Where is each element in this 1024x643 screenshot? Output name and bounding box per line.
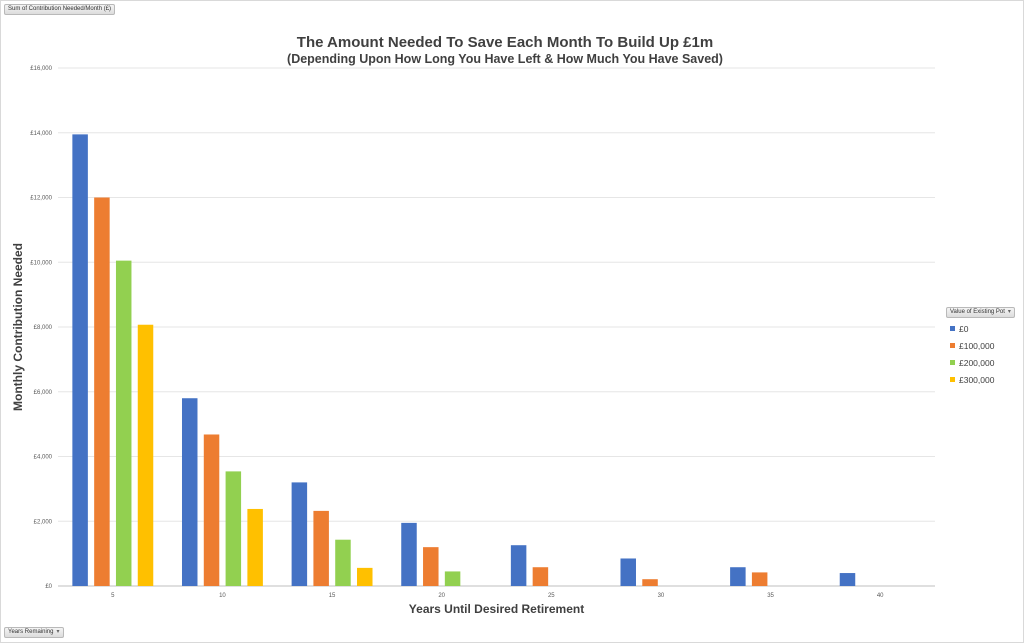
bar: [115, 260, 132, 586]
legend-item: £300,000: [950, 371, 994, 388]
bar: [642, 579, 658, 586]
y-tick-label: £4,000: [34, 455, 53, 461]
y-tick-label: £0: [45, 584, 52, 590]
x-tick-label: 10: [219, 593, 226, 599]
bar: [247, 508, 263, 586]
bar: [751, 572, 768, 586]
bar: [510, 545, 527, 586]
y-tick-label: £8,000: [34, 325, 53, 331]
x-axis-title: Years Until Desired Retirement: [409, 602, 584, 616]
chart-title: The Amount Needed To Save Each Month To …: [296, 34, 714, 51]
bar: [357, 567, 373, 586]
legend-swatch: [950, 343, 955, 348]
bar: [401, 522, 417, 586]
legend-swatch: [950, 360, 955, 365]
axis-field-button[interactable]: Years Remaining ▾: [4, 627, 64, 638]
axis-field-label: Years Remaining: [8, 629, 54, 635]
dropdown-arrow-icon[interactable]: ▾: [1007, 309, 1011, 315]
legend-field-button[interactable]: Value of Existing Pot ▾: [946, 307, 1015, 318]
bar: [532, 567, 549, 586]
bar: [335, 539, 351, 586]
y-tick-label: £6,000: [34, 390, 53, 396]
chart-legend: £0 £100,000 £200,000 £300,000: [950, 320, 994, 388]
legend-item: £0: [950, 320, 994, 337]
legend-label: £300,000: [959, 374, 995, 385]
bar: [313, 510, 329, 586]
y-tick-label: £12,000: [30, 196, 52, 202]
x-tick-label: 20: [438, 593, 445, 599]
y-axis-title: Monthly Contribution Needed: [11, 243, 25, 411]
legend-field-label: Value of Existing Pot: [950, 309, 1005, 315]
bar: [839, 573, 856, 586]
bar: [203, 434, 220, 586]
x-tick-label: 5: [111, 593, 115, 599]
x-tick-label: 35: [767, 593, 774, 599]
x-tick-label: 40: [877, 593, 884, 599]
y-tick-label: £10,000: [30, 260, 52, 266]
y-tick-label: £2,000: [34, 519, 53, 525]
chart-subtitle: (Depending Upon How Long You Have Left &…: [287, 52, 723, 66]
bar: [137, 324, 154, 586]
bar: [72, 134, 88, 586]
bar: [730, 567, 746, 586]
bar: [423, 547, 439, 586]
bar: [181, 398, 198, 586]
legend-item: £100,000: [950, 337, 994, 354]
x-tick-label: 30: [658, 593, 665, 599]
data-field-button[interactable]: Sum of Contribution Needed/Month (£): [4, 4, 116, 15]
legend-label: £100,000: [959, 340, 995, 351]
legend-swatch: [950, 377, 955, 382]
bar: [225, 471, 242, 586]
data-field-label: Sum of Contribution Needed/Month (£): [8, 6, 112, 12]
legend-label: £0: [959, 323, 969, 334]
x-tick-label: 25: [548, 593, 555, 599]
bar: [291, 482, 308, 586]
x-tick-label: 15: [329, 593, 336, 599]
legend-swatch: [950, 326, 955, 331]
bar: [444, 571, 461, 586]
legend-item: £200,000: [950, 354, 994, 371]
y-tick-label: £16,000: [30, 66, 52, 72]
y-tick-label: £14,000: [30, 131, 52, 137]
bar: [620, 558, 636, 586]
dropdown-arrow-icon[interactable]: ▾: [56, 629, 60, 635]
legend-label: £200,000: [959, 357, 995, 368]
bar: [94, 197, 110, 586]
